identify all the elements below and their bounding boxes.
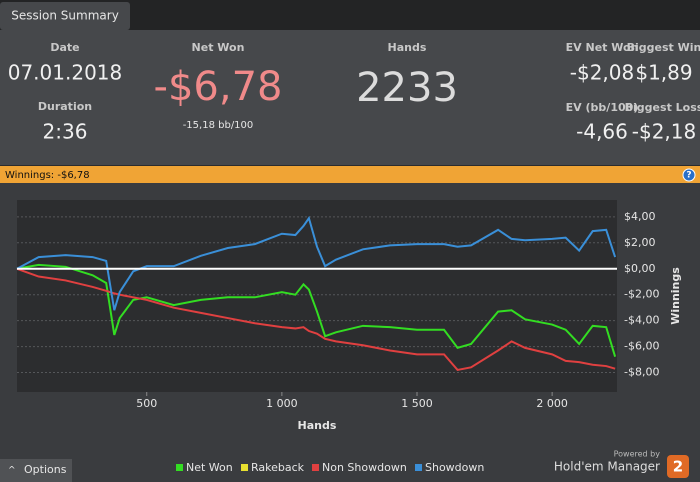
legend-label: Showdown	[425, 461, 484, 474]
help-icon[interactable]	[682, 168, 696, 182]
legend-swatch	[176, 464, 183, 471]
options-label[interactable]: Options	[24, 463, 67, 476]
y-tick-label: $4,00	[624, 210, 656, 223]
net-won-label: Net Won	[192, 41, 245, 54]
bb-per-100: -15,18 bb/100	[183, 120, 254, 131]
winnings-bar-label: Winnings: -$6,78	[5, 170, 90, 181]
hands: 2233	[356, 65, 458, 111]
y-tick-label: $0,00	[624, 262, 656, 275]
powered-by: Powered by	[614, 450, 661, 459]
options-button[interactable]	[0, 459, 72, 482]
summary-panel	[0, 30, 700, 165]
winnings-bar	[0, 166, 700, 183]
ev-net-won-label: EV Net Won	[566, 41, 639, 54]
help-text[interactable]: ?	[686, 171, 691, 181]
logo	[667, 455, 689, 478]
biggest-loss: -$2,18	[632, 120, 696, 144]
biggest-loss-label: Biggest Loss	[625, 101, 700, 114]
series-line	[16, 215, 617, 311]
x-tick-label: 500	[136, 397, 157, 410]
duration: 2:36	[43, 120, 88, 144]
tab-label[interactable]: Session Summary	[11, 9, 119, 23]
tab[interactable]	[0, 2, 130, 30]
legend-label: Rakeback	[251, 461, 305, 474]
y-tick-label: -$6,00	[624, 340, 659, 353]
duration-label: Duration	[38, 100, 92, 113]
y-tick-label: -$8,00	[624, 366, 659, 379]
options-arrow[interactable]: ^	[8, 466, 16, 476]
plot-area	[17, 200, 617, 392]
legend-swatch	[241, 464, 248, 471]
hands-label: Hands	[388, 41, 427, 54]
biggest-win-label: Biggest Win	[627, 41, 700, 54]
y-tick-label: $2,00	[624, 236, 656, 249]
ev-bb: -4,66	[576, 120, 628, 144]
series-line	[16, 263, 617, 358]
y-tick-label: -$4,00	[624, 314, 659, 327]
legend-label: Net Won	[186, 461, 233, 474]
ev-net-won: -$2,08	[570, 61, 634, 85]
date-label: Date	[50, 41, 79, 54]
y-tick-label: -$2,00	[624, 288, 659, 301]
logo-text: 2	[673, 458, 683, 476]
net-won: -$6,78	[154, 64, 283, 110]
series-line	[16, 267, 616, 372]
legend-swatch	[415, 464, 422, 471]
x-tick-label: 1 500	[401, 397, 433, 410]
x-axis-label: Hands	[298, 419, 337, 432]
legend-swatch	[312, 464, 319, 471]
date: 07.01.2018	[8, 61, 123, 85]
y-axis-label: Winnings	[669, 267, 682, 325]
biggest-win: $1,89	[635, 61, 692, 85]
x-tick-label: 1 000	[266, 397, 298, 410]
product-name: Hold'em Manager	[554, 460, 660, 474]
legend-label: Non Showdown	[322, 461, 407, 474]
x-tick-label: 2 000	[536, 397, 568, 410]
ev-bb-label: EV (bb/100)	[566, 101, 639, 114]
